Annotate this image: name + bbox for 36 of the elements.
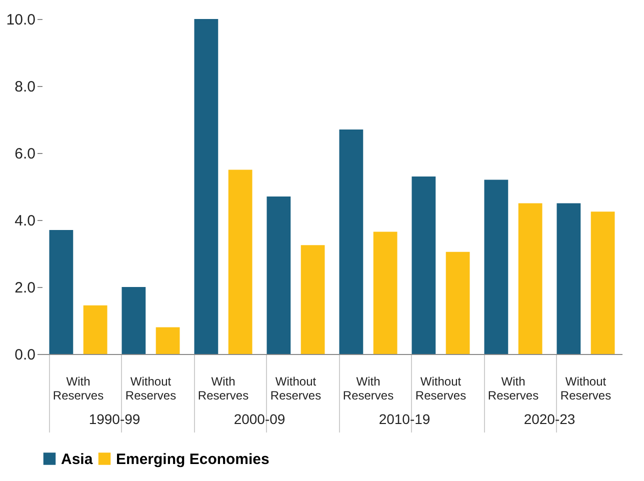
bar	[194, 19, 218, 354]
x-tick-label: Without Reserves	[270, 374, 322, 402]
text: 1990-99	[88, 411, 140, 427]
bar	[446, 252, 470, 354]
text: 2010-19	[378, 411, 430, 427]
bar	[339, 130, 364, 354]
y-tick-label: 2.0	[14, 280, 36, 296]
x-tick-label: Without Reserves	[125, 374, 176, 402]
x-tick-label: With Reserves	[198, 374, 249, 402]
y-tick-label: 10.0	[6, 12, 36, 28]
bar	[412, 176, 436, 354]
text: 2000-09	[234, 411, 286, 427]
bar	[122, 287, 146, 354]
legend-label: Asia	[61, 450, 94, 468]
y-tick-label: 4.0	[14, 212, 36, 230]
x-tick-label: With Reserves	[488, 374, 539, 402]
x-tick-label: With Reserves	[342, 374, 394, 402]
bar	[484, 180, 508, 354]
y-tick-label: 6.0	[14, 146, 36, 162]
bar	[556, 203, 581, 354]
bar	[83, 305, 108, 354]
x-tick-label: With Reserves	[52, 374, 104, 402]
x-tick-label: Without Reserves	[415, 374, 466, 402]
bar	[518, 203, 542, 354]
x-tick-label: Without Reserves	[560, 374, 612, 402]
bar	[156, 327, 180, 354]
bar	[373, 232, 398, 354]
y-tick-label: 8.0	[14, 78, 36, 96]
bar	[300, 245, 325, 354]
bar	[590, 212, 615, 354]
bar	[266, 196, 291, 354]
legend-label: Emerging Economies	[116, 450, 270, 468]
text: 2020-23	[524, 411, 576, 427]
y-tick-label: 0.0	[14, 346, 36, 364]
bar	[228, 170, 252, 354]
bar	[49, 230, 74, 354]
